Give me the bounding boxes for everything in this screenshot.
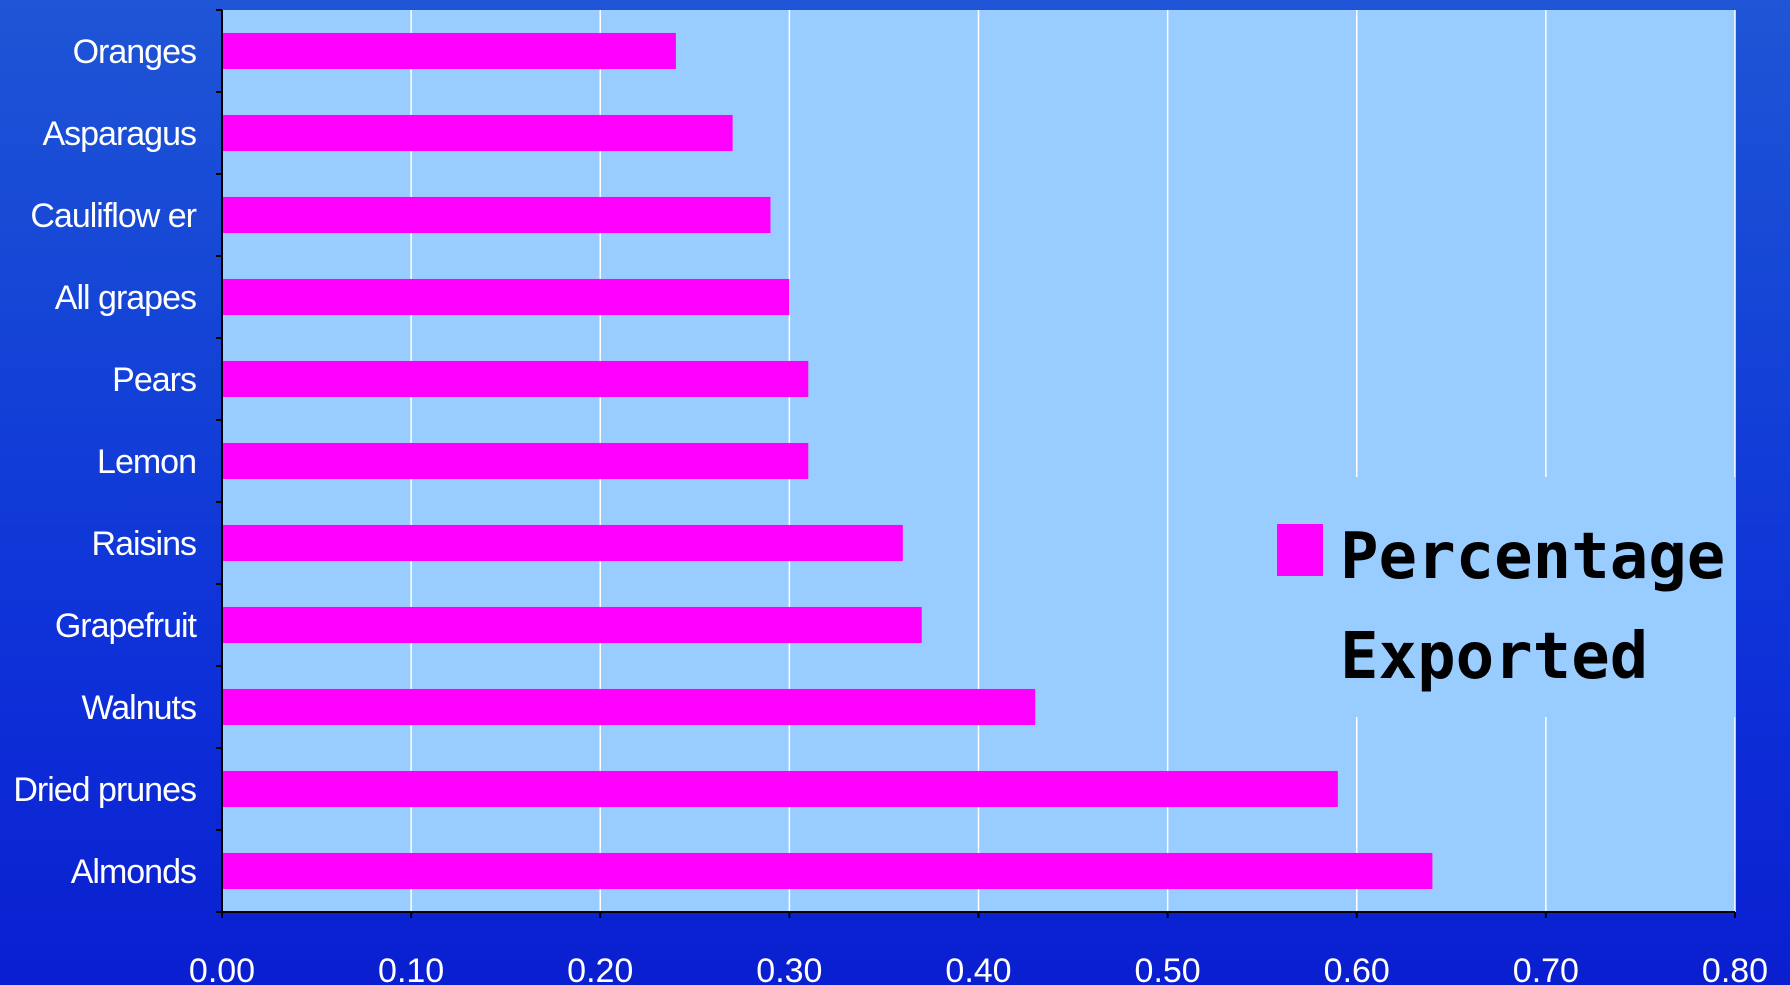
category-label: All grapes [55,279,196,317]
category-label: Oranges [73,33,196,71]
bar [222,32,676,70]
category-label: Dried prunes [13,771,196,809]
bar [222,196,771,234]
bar [222,852,1433,890]
bar [222,606,922,644]
legend-label-line-2: Exported [1340,620,1648,694]
x-tick-label: 0.10 [378,952,444,985]
x-tick-label: 0.80 [1702,952,1768,985]
bars [222,32,1433,890]
x-tick-label: 0.00 [189,952,255,985]
legend-swatch [1277,524,1323,576]
category-label: Pears [112,361,196,399]
legend-background [1248,477,1736,717]
category-label: Walnuts [81,689,196,727]
category-labels: Almonds Dried prunes Walnuts Grapefruit Rais… [13,33,198,891]
bar [222,688,1036,726]
bar [222,360,809,398]
x-tick-label: 0.70 [1513,952,1579,985]
legend-label-line-1: Percentage [1340,520,1725,594]
category-label: Lemon [97,443,196,481]
bar [222,442,809,480]
axes [216,9,1736,918]
x-tick-label: 0.60 [1324,952,1390,985]
bar [222,278,790,316]
category-label: Grapefruit [55,607,198,645]
category-label: Cauliflow er [30,197,196,235]
x-tick-label: 0.40 [945,952,1011,985]
legend: Percentage Exported [1248,477,1736,717]
bar [222,524,903,562]
x-tick-labels: 0.00 0.10 0.20 0.30 0.40 0.50 0.60 0.70 0.80 [189,952,1768,985]
x-tick-label: 0.20 [567,952,633,985]
bar [222,770,1338,808]
x-tick-label: 0.50 [1135,952,1201,985]
bar [222,114,733,152]
category-label: Asparagus [42,115,196,153]
x-tick-label: 0.30 [756,952,822,985]
category-label: Almonds [71,853,196,891]
category-label: Raisins [92,525,196,563]
